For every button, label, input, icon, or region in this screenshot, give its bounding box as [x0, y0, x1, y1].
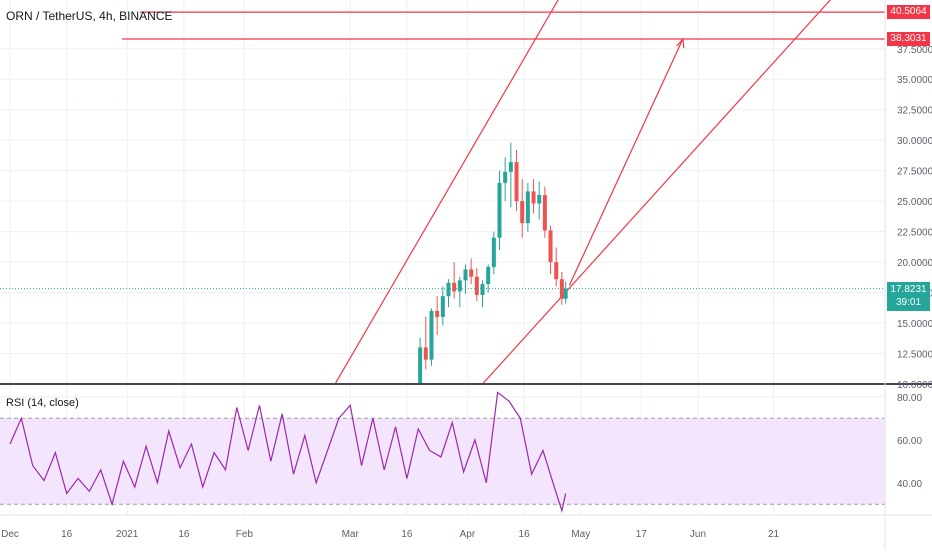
time-tick-label: 2021: [116, 529, 139, 540]
candle-body: [563, 288, 568, 299]
chart-title: ORN / TetherUS, 4h, BINANCE: [6, 9, 173, 23]
candle-body: [542, 195, 547, 231]
candle-body: [520, 201, 525, 224]
candle-body: [497, 182, 502, 238]
trendline-lower-channel: [482, 0, 831, 385]
rsi-series: [9, 391, 567, 514]
candle-body: [474, 276, 479, 296]
rsi-band-lines: [0, 417, 885, 505]
candle-body: [480, 284, 485, 296]
price-axis-ticks: 10.000012.500015.000017.500020.000022.50…: [897, 45, 932, 391]
candle-body: [418, 347, 423, 384]
candle-countdown: 39:01: [895, 296, 922, 308]
candle-body: [503, 171, 508, 183]
time-tick-label: May: [571, 529, 590, 540]
current-price-tag: 17.8231 39:01: [887, 281, 930, 311]
time-axis-ticks: Dec 16 2021 16 Feb Mar 16 Apr 16 May 17 Jun 21: [1, 529, 779, 540]
price-tick-label: 20.0000: [897, 258, 932, 269]
rsi-tick-label: 80.00: [897, 393, 922, 404]
candle-body: [537, 195, 542, 204]
rsi-band: [0, 418, 885, 505]
candle-body: [508, 162, 513, 172]
candle-body: [457, 280, 462, 292]
time-tick-label: Feb: [236, 529, 254, 540]
price-tick-label: 35.0000: [897, 75, 932, 86]
candle-body: [554, 262, 559, 280]
candle-body: [435, 310, 440, 317]
level-tag-lower: 38.3031: [887, 31, 930, 46]
time-tick-label: 16: [178, 529, 190, 540]
rsi-tick-label: 40.00: [897, 479, 922, 490]
time-tick-label: 16: [519, 529, 531, 540]
price-tick-label: 37.5000: [897, 45, 932, 56]
rsi-line: [9, 391, 567, 514]
rsi-title: RSI (14, close): [6, 397, 79, 409]
current-price-value: 17.8231: [890, 283, 927, 295]
rsi-axis-ticks: 40.00 60.00 80.00: [897, 393, 922, 490]
candle-body: [548, 230, 553, 263]
time-tick-label: 17: [636, 529, 648, 540]
price-tick-label: 32.5000: [897, 106, 932, 117]
rsi-tick-label: 60.00: [897, 436, 922, 447]
time-tick-label: Jun: [690, 529, 706, 540]
candle-body: [514, 162, 519, 202]
candle-body: [469, 269, 474, 277]
price-tick-label: 27.5000: [897, 167, 932, 178]
level-tag-upper: 40.5064: [887, 5, 930, 20]
candle-body: [486, 266, 491, 285]
time-tick-label: Mar: [342, 529, 360, 540]
candles: [418, 142, 568, 384]
time-tick-label: 16: [401, 529, 413, 540]
time-tick-label: 21: [768, 529, 780, 540]
trendline-projection-arrow: [568, 38, 684, 286]
price-tick-label: 10.0000: [897, 380, 932, 391]
time-tick-label: 16: [61, 529, 73, 540]
time-tick-label: Dec: [1, 529, 19, 540]
candle-body: [423, 347, 428, 360]
candle-body: [491, 237, 496, 267]
candle-body: [429, 310, 434, 360]
candle-body: [446, 282, 451, 297]
trendlines: [334, 0, 831, 385]
price-tick-label: 25.0000: [897, 197, 932, 208]
price-levels: [122, 11, 885, 40]
candle-body: [440, 296, 445, 317]
candle-body: [531, 191, 536, 204]
candle-body: [463, 269, 468, 281]
price-tick-label: 22.5000: [897, 228, 932, 239]
price-tick-label: 30.0000: [897, 136, 932, 147]
trendline-upper-channel: [334, 0, 559, 385]
price-tick-label: 12.5000: [897, 350, 932, 361]
candle-body: [452, 282, 457, 292]
time-tick-label: Apr: [460, 529, 476, 540]
price-tick-label: 15.0000: [897, 319, 932, 330]
candle-body: [525, 191, 530, 224]
